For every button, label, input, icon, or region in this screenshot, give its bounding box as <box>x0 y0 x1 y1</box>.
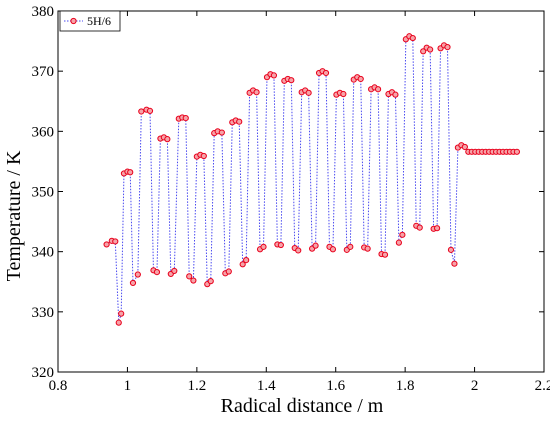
series-line <box>106 35 517 323</box>
data-point <box>253 89 260 96</box>
data-point <box>127 169 134 176</box>
data-point <box>225 268 232 275</box>
data-point <box>433 225 441 232</box>
data-point <box>153 269 161 276</box>
x-axis-label: Radical distance / m <box>221 395 384 417</box>
data-point <box>381 251 389 258</box>
data-point <box>129 279 137 287</box>
data-point <box>305 89 312 96</box>
x-tick-label: 2 <box>471 378 479 394</box>
data-point <box>399 231 406 238</box>
data-point <box>200 152 207 160</box>
data-point <box>118 310 125 317</box>
x-tick-label: 0.8 <box>49 378 68 394</box>
data-point <box>112 238 119 245</box>
y-tick-label: 380 <box>32 4 55 20</box>
x-tick-label: 1.6 <box>326 378 345 394</box>
y-tick-label: 320 <box>32 365 55 381</box>
x-tick-label: 1.4 <box>257 378 276 394</box>
data-point <box>103 241 110 248</box>
data-point <box>374 86 382 93</box>
data-point <box>236 118 243 125</box>
y-tick-label: 330 <box>32 305 55 321</box>
data-point <box>239 261 246 268</box>
data-point <box>270 72 278 79</box>
data-point <box>312 242 319 249</box>
legend-label: 5H/6 <box>87 14 111 28</box>
x-tick-label: 1.8 <box>396 378 415 394</box>
data-point <box>461 143 468 151</box>
data-point <box>171 267 178 275</box>
legend-marker-sample <box>70 17 77 25</box>
data-point <box>427 46 434 53</box>
data-point <box>164 136 171 143</box>
x-tick-label: 1 <box>124 378 132 394</box>
data-point <box>186 273 193 280</box>
data-point <box>207 278 214 285</box>
data-point <box>395 239 402 246</box>
data-point <box>138 108 145 115</box>
data-point <box>182 115 189 122</box>
data-point <box>243 256 250 264</box>
data-point <box>322 69 330 77</box>
data-point <box>115 319 122 326</box>
data-point <box>364 245 371 252</box>
x-tick-label: 1.2 <box>187 378 206 394</box>
data-point <box>357 75 364 83</box>
legend: 5H/6 <box>59 10 121 32</box>
data-point <box>277 241 284 249</box>
y-tick-label: 370 <box>32 64 55 80</box>
x-tick-label: 2.2 <box>535 378 550 394</box>
data-point <box>416 224 423 231</box>
plot-frame <box>57 10 545 373</box>
data-point <box>451 260 458 267</box>
data-point <box>295 247 302 254</box>
data-point <box>329 246 337 253</box>
legend-box <box>59 10 121 32</box>
data-point <box>260 243 267 250</box>
data-point <box>288 77 295 84</box>
data-point <box>447 246 455 253</box>
data-point <box>190 277 197 284</box>
data-point <box>340 90 347 98</box>
data-point <box>134 271 141 278</box>
data-point <box>218 129 225 136</box>
series-layer <box>103 33 521 326</box>
data-point <box>444 44 451 51</box>
data-point <box>392 91 399 98</box>
data-point <box>513 148 521 155</box>
data-point <box>420 48 427 55</box>
ticks-layer: 0.8 1 1.2 1.4 1.6 1.8 2 2.2 320 330 340 350 360 370 38… <box>32 4 550 394</box>
y-axis-label: Temperature / K <box>3 150 25 281</box>
y-tick-label: 340 <box>32 245 55 261</box>
data-point <box>347 243 354 250</box>
data-point <box>409 34 416 42</box>
y-tick-label: 360 <box>32 124 55 140</box>
y-tick-label: 350 <box>32 185 55 201</box>
plot-area-border <box>57 10 545 373</box>
data-point <box>146 107 154 114</box>
